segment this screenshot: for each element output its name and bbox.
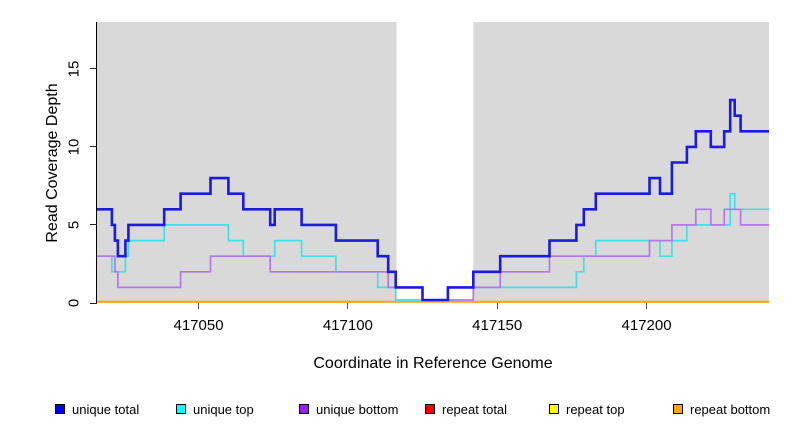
legend: unique total unique top unique bottom repea… — [0, 401, 792, 421]
legend-swatch-icon — [673, 404, 683, 414]
x-axis-title: Coordinate in Reference Genome — [313, 355, 553, 372]
legend-label: unique bottom — [316, 401, 399, 417]
y-tick-label: 15 — [65, 60, 83, 78]
legend-label: repeat top — [566, 401, 625, 417]
y-axis-title: Read Coverage Depth — [44, 83, 61, 243]
legend-item-unique-bottom: unique bottom — [299, 401, 398, 417]
legend-label: repeat bottom — [690, 401, 771, 417]
series-line-unique-top — [97, 192, 769, 301]
legend-swatch-icon — [549, 404, 559, 414]
x-tick-mark — [646, 303, 648, 309]
legend-label: repeat total — [442, 401, 508, 417]
legend-swatch-icon — [176, 404, 186, 414]
x-tick-label: 417050 — [173, 317, 224, 334]
x-tick-mark — [198, 303, 200, 309]
legend-item-repeat-top: repeat top — [549, 401, 625, 417]
y-tick-mark — [90, 224, 97, 226]
legend-label: unique top — [193, 401, 254, 417]
alignment-gap-band — [396, 22, 474, 303]
legend-swatch-icon — [55, 404, 65, 414]
x-tick-label: 417200 — [621, 317, 672, 334]
legend-item-unique-top: unique top — [176, 401, 254, 417]
coverage-chart — [97, 22, 769, 303]
legend-swatch-icon — [425, 404, 435, 414]
legend-item-unique-total: unique total — [55, 401, 139, 417]
y-axis-line — [96, 22, 97, 304]
x-tick-mark — [347, 303, 349, 309]
legend-label: unique total — [72, 401, 140, 417]
y-tick-label: 0 — [65, 298, 83, 308]
y-tick-mark — [90, 146, 97, 148]
legend-swatch-icon — [299, 404, 309, 414]
y-tick-mark — [90, 68, 97, 70]
series-line-unique-total — [97, 98, 769, 302]
series-line-unique-bottom — [97, 208, 769, 301]
x-tick-mark — [496, 303, 498, 309]
x-tick-label: 417100 — [322, 317, 373, 334]
legend-item-repeat-bottom: repeat bottom — [673, 401, 770, 417]
y-tick-mark — [90, 302, 97, 304]
y-tick-label: 5 — [65, 220, 83, 230]
x-tick-label: 417150 — [472, 317, 523, 334]
plot-area — [97, 22, 769, 303]
legend-item-repeat-total: repeat total — [425, 401, 507, 417]
y-tick-label: 10 — [65, 138, 83, 156]
